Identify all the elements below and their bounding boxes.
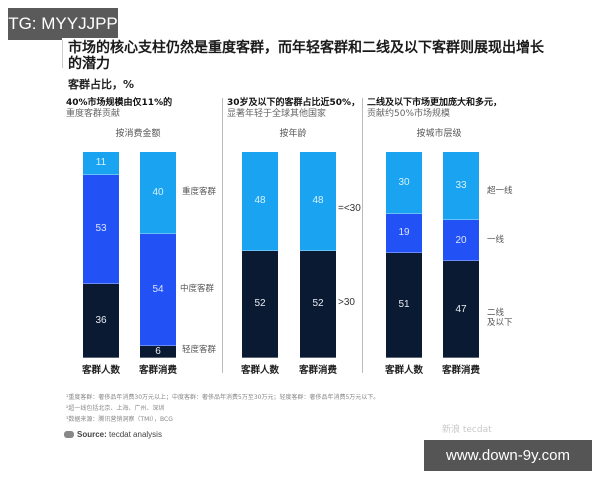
- bar-spending: 48 52: [300, 152, 336, 358]
- segment-medium: 54: [140, 234, 176, 346]
- bar-label: 客群人数: [240, 365, 279, 376]
- segment-tier2-below: 47: [443, 261, 479, 358]
- segment-tier2-below: 51: [386, 252, 422, 358]
- panel-subtitle: 按消费金额: [115, 129, 161, 139]
- bcg-logo-icon: [64, 431, 74, 439]
- panel-headline: 二线及以下市场更加庞大和多元，: [367, 98, 503, 108]
- segment-heavy: 11: [83, 152, 119, 175]
- panel-age: 30岁及以下的客群占比近50%， 显著年轻于全球其他国家 按年龄 48 52 4…: [223, 98, 361, 376]
- footnote-1: ¹重度客群：奢侈品年消费30万元以上；中度客群：奢侈品年消费5万至30万元；轻度…: [66, 394, 380, 401]
- panel-subtitle: 按年龄: [279, 129, 307, 139]
- bar-spending: 40 54 6: [140, 152, 176, 358]
- bar-label: 客群消费: [441, 365, 480, 376]
- segment-light: 6: [140, 345, 176, 358]
- panel-city-tier: 二线及以下市场更加庞大和多元， 贡献约50%市场规模 按城市层级 30 19 5…: [363, 98, 551, 376]
- title-rule: [62, 40, 63, 68]
- bar-label: 客群人数: [384, 365, 423, 376]
- footnote-2: ²超一线包括北京、上海、广州、深圳: [66, 405, 165, 412]
- segment-under-30: 48: [242, 152, 278, 251]
- segment-tier1: 19: [386, 213, 422, 253]
- footnote-3: ³数据来源：腾讯营销洞察（TMI），BCG: [66, 416, 173, 423]
- bar-label: 客群消费: [138, 365, 177, 376]
- bar-label: 客群人数: [81, 365, 120, 376]
- segment-medium: 53: [83, 174, 119, 284]
- segment-over-30: 52: [300, 250, 336, 358]
- segment-light: 36: [83, 283, 119, 358]
- panel-header: 40%市场规模由仅11%的 重度客群贡献: [66, 98, 172, 120]
- legend-heavy: 重度客群: [182, 187, 217, 197]
- source-text: tecdat analysis: [109, 430, 162, 439]
- source-line: Source: tecdat analysis: [64, 430, 162, 439]
- source-label: Source:: [77, 430, 107, 439]
- panel-spend-amount: 40%市场规模由仅11%的 重度客群贡献 按消费金额 11 53 36 40 5…: [62, 98, 222, 376]
- segment-over-30: 52: [242, 250, 278, 358]
- bar-spending: 33 20 47: [443, 152, 479, 358]
- legend-over-30: >30: [338, 297, 355, 308]
- bar-label: 客群消费: [298, 365, 337, 376]
- legend-super-tier1: 超一线: [487, 186, 513, 196]
- legend-light: 轻度客群: [182, 345, 217, 355]
- chart-title: 市场的核心支柱仍然是重度客群，而年轻客群和二线及以下客群则展现出增长的潜力: [68, 40, 544, 72]
- segment-super-tier1: 33: [443, 152, 479, 220]
- legend-under-30: =<30: [338, 203, 361, 214]
- bar-customers: 48 52: [242, 152, 278, 358]
- legend-tier2-below: 二线 及以下: [487, 308, 513, 328]
- legend-medium: 中度客群: [180, 284, 215, 294]
- panel-headline: 40%市场规模由仅11%的: [66, 98, 173, 108]
- bar-customers: 30 19 51: [386, 152, 422, 358]
- panel-divider: [362, 98, 363, 373]
- watermark-site-badge: www.down-9y.com: [424, 440, 592, 471]
- panel-headline-2: 贡献约50%市场规模: [367, 109, 451, 119]
- panel-divider: [222, 98, 223, 373]
- panel-headline-2: 显著年轻于全球其他国家: [227, 109, 327, 119]
- panel-header: 二线及以下市场更加庞大和多元， 贡献约50%市场规模: [367, 98, 502, 120]
- panel-headline-2: 重度客群贡献: [66, 109, 121, 119]
- legend-tier1: 一线: [487, 235, 505, 245]
- segment-under-30: 48: [300, 152, 336, 251]
- panel-header: 30岁及以下的客群占比近50%， 显著年轻于全球其他国家: [227, 98, 360, 120]
- segment-heavy: 40: [140, 152, 176, 235]
- watermark-tg-badge: TG: MYYJJPP: [8, 8, 118, 40]
- panel-headline: 30岁及以下的客群占比近50%，: [227, 98, 361, 108]
- segment-tier1: 20: [443, 219, 479, 262]
- bar-customers: 11 53 36: [83, 152, 119, 358]
- segment-super-tier1: 30: [386, 152, 422, 214]
- unit-label: 客群占比，%: [68, 78, 135, 91]
- watermark-faint: 新浪 tecdat: [442, 425, 492, 435]
- panel-subtitle: 按城市层级: [416, 129, 462, 139]
